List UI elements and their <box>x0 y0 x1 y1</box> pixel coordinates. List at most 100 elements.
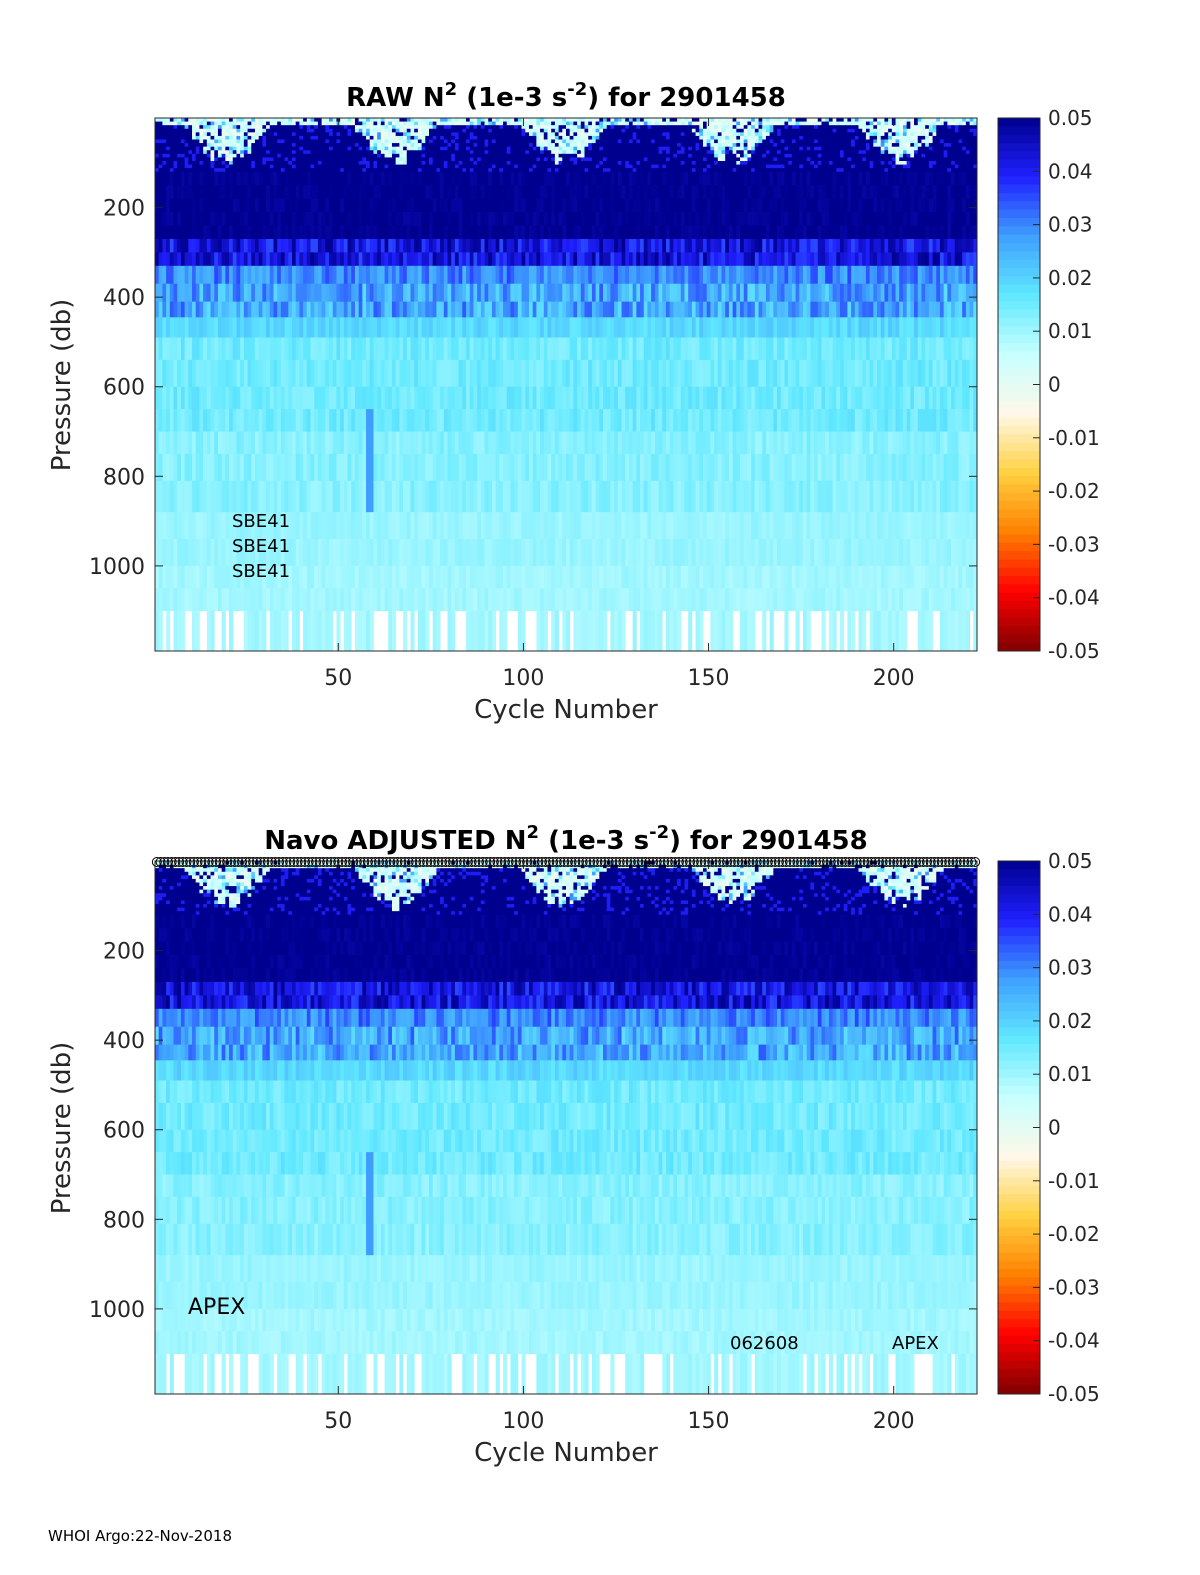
heat-cell <box>458 143 463 148</box>
heat-cell <box>436 125 441 130</box>
heat-cell <box>399 431 404 455</box>
heat-cell <box>484 139 489 144</box>
heat-cell <box>210 301 215 318</box>
heat-cell <box>540 565 545 589</box>
heat-cell <box>466 539 471 567</box>
heat-cell <box>451 431 456 455</box>
heat-cell <box>484 238 489 253</box>
heat-cell <box>525 265 530 285</box>
heat-cell <box>369 146 374 151</box>
heat-cell <box>554 185 559 200</box>
heat-cell <box>543 198 548 213</box>
heat-cell <box>625 185 630 200</box>
heat-cell <box>347 409 352 432</box>
heat-cell <box>595 480 600 513</box>
heat-cell <box>554 252 559 267</box>
heat-cell <box>366 431 371 455</box>
heat-cell <box>410 359 415 388</box>
heat-cell <box>595 588 600 612</box>
heat-cell <box>158 161 163 165</box>
heat-cell <box>558 238 563 253</box>
heat-cell <box>369 150 374 155</box>
heat-cell <box>414 150 419 155</box>
heat-cell <box>155 153 160 158</box>
heat-cell <box>603 512 608 540</box>
heat-cell <box>243 512 248 540</box>
heat-cell <box>347 317 352 338</box>
heat-cell <box>217 317 223 338</box>
heat-cell <box>584 164 589 169</box>
heat-cell <box>562 161 567 165</box>
heat-cell <box>173 164 178 169</box>
heat-cell <box>443 588 448 612</box>
heat-cell <box>188 143 193 148</box>
heat-cell <box>169 409 174 432</box>
heat-cell <box>332 539 337 567</box>
heat-cell <box>277 164 282 169</box>
heat-cell <box>517 301 522 318</box>
heat-cell <box>451 588 456 612</box>
heat-cell <box>547 588 552 612</box>
heat-cell <box>354 359 360 388</box>
heat-cell <box>277 238 282 253</box>
heat-cell <box>432 337 437 361</box>
heat-cell <box>447 153 452 158</box>
heat-cell <box>306 317 311 338</box>
heat-cell <box>473 225 478 240</box>
heat-cell <box>432 431 437 455</box>
heat-cell <box>514 150 519 155</box>
heat-cell <box>525 153 530 158</box>
heat-cell <box>610 164 615 169</box>
heat-cell <box>247 301 252 318</box>
heat-cell <box>247 143 252 148</box>
heat-cell <box>221 539 226 567</box>
heat-cell <box>503 139 508 144</box>
heat-cell <box>284 132 289 137</box>
heat-cell <box>636 171 641 186</box>
heat-cell <box>217 121 223 126</box>
heat-cell <box>473 150 478 155</box>
heat-cell <box>247 153 252 158</box>
heat-cell <box>521 588 526 612</box>
heat-cell <box>232 150 237 155</box>
heat-cell <box>443 512 448 540</box>
heat-cell <box>214 337 219 361</box>
heat-cell <box>206 150 211 155</box>
heat-cell <box>477 480 482 513</box>
heat-cell <box>384 212 389 226</box>
heat-cell <box>384 161 389 165</box>
heat-cell <box>606 128 611 133</box>
heat-cell <box>395 565 400 589</box>
heat-cell <box>577 198 582 213</box>
heat-cell <box>440 157 445 162</box>
heat-cell <box>232 121 237 126</box>
heat-cell <box>462 337 467 361</box>
heat-cell <box>269 128 274 133</box>
heat-cell <box>469 610 474 652</box>
heat-cell <box>551 588 556 612</box>
heat-cell <box>336 512 341 540</box>
heat-cell <box>628 337 634 361</box>
heat-cell <box>599 135 604 140</box>
heat-cell <box>514 212 519 226</box>
heat-cell <box>395 252 400 267</box>
heat-cell <box>558 512 563 540</box>
heat-cell <box>184 359 189 388</box>
heat-cell <box>454 238 460 253</box>
heat-cell <box>329 610 334 652</box>
heat-cell <box>180 480 186 513</box>
heat-cell <box>314 139 319 144</box>
heat-cell <box>473 128 478 133</box>
heat-cell <box>317 610 323 652</box>
heat-cell <box>484 225 489 240</box>
heat-cell <box>240 121 245 126</box>
heat-cell <box>158 157 163 162</box>
heat-cell <box>184 265 189 285</box>
heat-cell <box>562 168 567 173</box>
heat-cell <box>632 135 637 140</box>
heat-cell <box>636 168 641 173</box>
heat-cell <box>262 164 267 169</box>
heat-cell <box>540 337 545 361</box>
heat-cell <box>562 121 567 126</box>
heat-cell <box>391 265 397 285</box>
